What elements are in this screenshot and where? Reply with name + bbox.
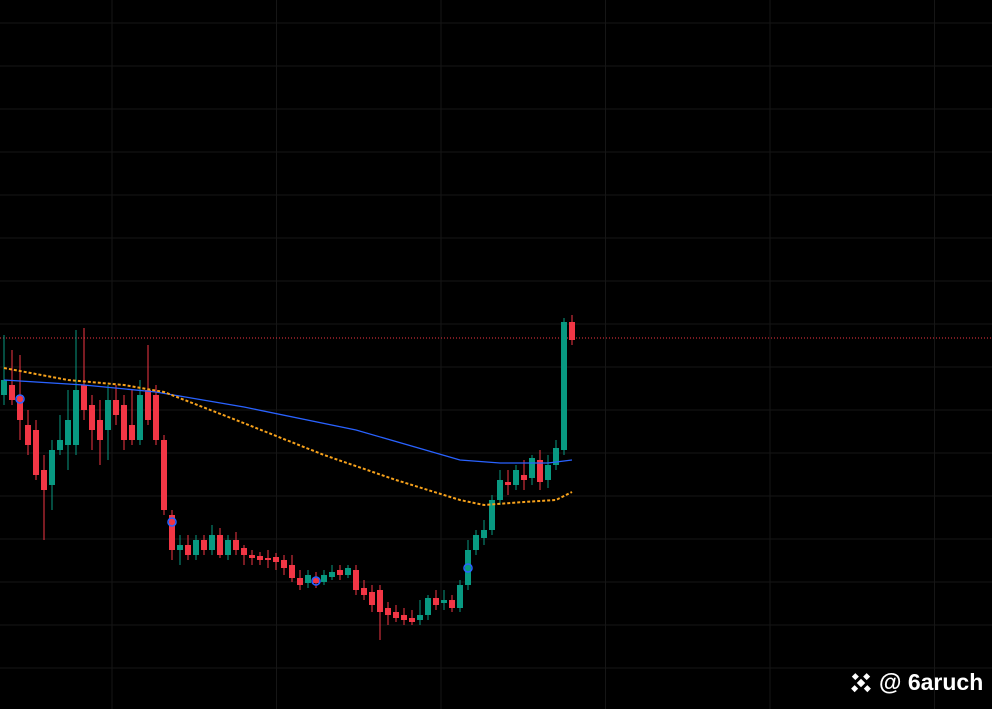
candle-body xyxy=(377,590,383,612)
candle-body xyxy=(41,470,47,490)
candle-body xyxy=(65,420,71,445)
candle-body xyxy=(569,322,575,340)
candle-body xyxy=(473,535,479,550)
candle-body xyxy=(273,557,279,562)
candle-body xyxy=(505,482,511,485)
candle-body xyxy=(265,558,271,560)
candle-body xyxy=(521,475,527,480)
candle-body xyxy=(321,575,327,582)
candle-body xyxy=(169,515,175,550)
moving-average xyxy=(3,379,573,464)
candle-body xyxy=(497,480,503,500)
candle-body xyxy=(145,390,151,420)
candle-body xyxy=(361,588,367,595)
candle-body xyxy=(193,540,199,555)
candle-body xyxy=(137,395,143,440)
candle-body xyxy=(153,395,159,440)
candle-body xyxy=(417,615,423,620)
candle-body xyxy=(433,598,439,605)
signal-marker xyxy=(463,563,473,573)
candle-body xyxy=(457,585,463,608)
candle-body xyxy=(529,458,535,478)
candle-body xyxy=(481,530,487,538)
candle-body xyxy=(545,465,551,480)
logo xyxy=(851,673,871,693)
candle-body xyxy=(249,555,255,558)
candle-body xyxy=(81,385,87,410)
candle-body xyxy=(233,540,239,550)
candle-body xyxy=(537,460,543,482)
candle-body xyxy=(289,565,295,578)
candle-body xyxy=(161,440,167,510)
candle-body xyxy=(89,405,95,430)
candle-body xyxy=(385,608,391,615)
candle-body xyxy=(553,448,559,465)
candle-body xyxy=(225,540,231,555)
candle-body xyxy=(337,570,343,575)
signal-marker xyxy=(15,394,25,404)
candle-body xyxy=(97,420,103,440)
watermark: @ 6aruch xyxy=(851,669,983,695)
candle-body xyxy=(313,578,319,583)
candle-body xyxy=(305,575,311,583)
candle-body xyxy=(345,568,351,575)
candle-body xyxy=(393,612,399,618)
candle-body xyxy=(465,550,471,585)
candle-body xyxy=(369,592,375,605)
candle-body xyxy=(401,615,407,620)
candle-body xyxy=(9,385,15,400)
candle-body xyxy=(241,548,247,555)
candle-body xyxy=(297,578,303,585)
signal-marker xyxy=(167,517,177,527)
signal-marker xyxy=(311,576,321,586)
candle-body xyxy=(121,405,127,440)
candle-body xyxy=(353,570,359,590)
candle-body xyxy=(33,430,39,475)
candle-body xyxy=(425,598,431,615)
candle-body xyxy=(185,545,191,555)
candle-body xyxy=(409,618,415,622)
candle-body xyxy=(1,380,7,395)
candle-body xyxy=(25,425,31,445)
candle-body xyxy=(105,400,111,430)
plot xyxy=(0,315,992,640)
candle-body xyxy=(449,600,455,608)
candle-body xyxy=(281,560,287,568)
candle-body xyxy=(177,545,183,550)
candle-body xyxy=(113,400,119,415)
candle-body xyxy=(209,535,215,550)
candle-body xyxy=(73,390,79,445)
candle-body xyxy=(489,500,495,530)
candle-body xyxy=(49,450,55,485)
candle-body xyxy=(441,600,447,603)
moving-average xyxy=(3,367,573,507)
candle-body xyxy=(329,572,335,577)
candle-body xyxy=(561,322,567,450)
candle-body xyxy=(513,470,519,485)
watermark-text: @ 6aruch xyxy=(879,669,983,695)
candle-body xyxy=(257,556,263,560)
candle-body xyxy=(201,540,207,550)
candle-body xyxy=(217,535,223,555)
candle-body xyxy=(17,395,23,420)
candle-body xyxy=(57,440,63,450)
candle-body xyxy=(129,425,135,440)
